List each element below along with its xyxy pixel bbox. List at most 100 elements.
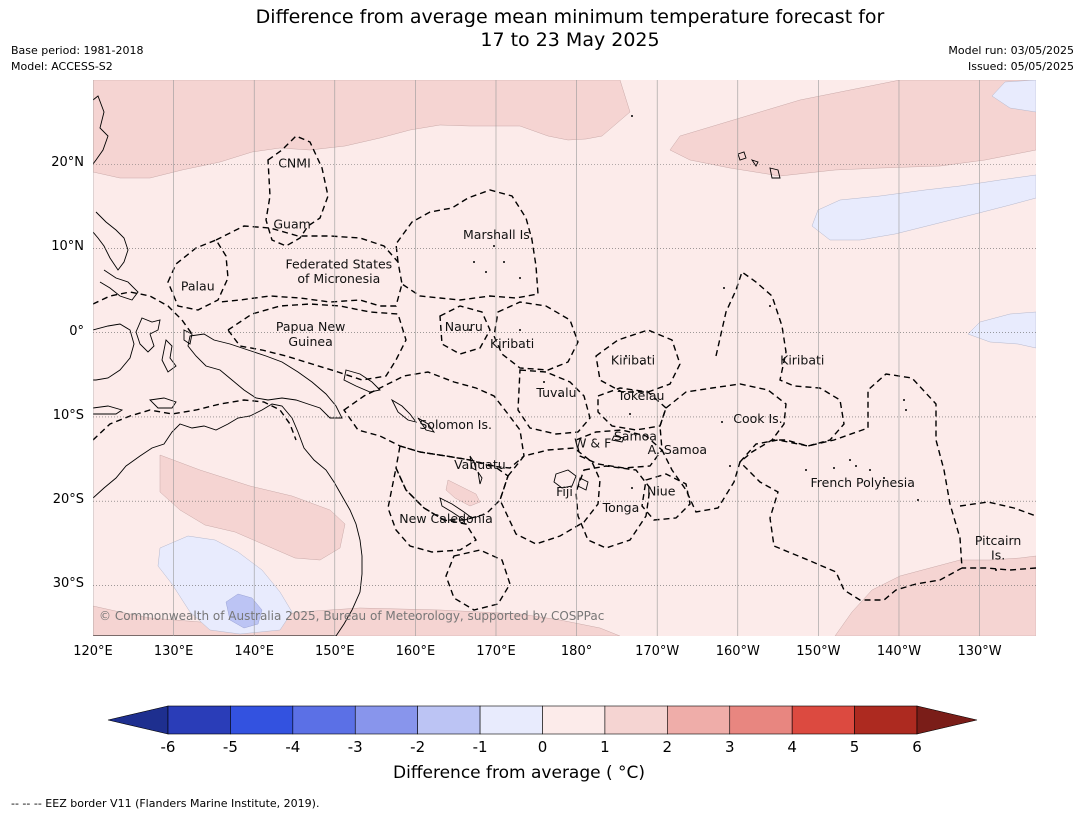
island-dot	[769, 305, 771, 307]
anomaly-0-to-1-background	[93, 80, 1036, 636]
longitude-tick-label: 150°W	[796, 644, 841, 659]
copyright-notice: © Commonwealth of Australia 2025, Bureau…	[99, 609, 605, 623]
anomaly-minus1-to-0-region-equator	[967, 311, 1036, 349]
anomaly-1-to-2-region-northeast	[669, 80, 1036, 177]
issued-date: Issued: 05/05/2025	[967, 60, 1074, 73]
colorbar-low-extension	[107, 705, 169, 735]
island-dot	[721, 421, 723, 423]
eez-border-australia-coast	[93, 399, 297, 441]
map-gridlines	[93, 80, 1036, 636]
island-dot	[883, 477, 885, 479]
colorbar-tick-label: 5	[849, 738, 860, 756]
island-dot	[629, 413, 631, 415]
anomaly-minus2-to-minus1-region	[225, 593, 263, 629]
anomaly-1-to-2-region-australia	[159, 454, 346, 561]
eez-border-french-polynesia	[739, 373, 963, 601]
anomaly-1-to-2-region-southeast	[834, 555, 1036, 636]
coastline-philippines	[93, 211, 139, 301]
coastline-timor	[149, 397, 177, 409]
coastline-fiji	[553, 469, 589, 491]
colorbar-tick-label: 2	[662, 738, 673, 756]
place-label: Federated States	[285, 257, 392, 272]
metadata-right: Model run: 03/05/2025 Issued: 05/05/2025	[948, 43, 1074, 75]
anomaly-minus1-to-0-region-northeast	[811, 174, 1036, 241]
place-label: Cook Is.	[733, 411, 782, 426]
eez-border-new-caledonia	[387, 465, 477, 553]
place-label: Marshall Is.	[463, 227, 534, 242]
eez-border-norfolk	[445, 549, 511, 611]
colorbar-segment	[854, 705, 918, 735]
place-label: Samoa	[614, 429, 657, 444]
eez-border-pitcairn	[959, 501, 1036, 571]
island-dot	[723, 287, 725, 289]
eez-footnote: -- -- -- EEZ border V11 (Flanders Marine…	[11, 797, 320, 810]
map-title: Difference from average mean minimum tem…	[0, 6, 1085, 52]
island-dot	[631, 487, 633, 489]
coastline-australia	[93, 403, 363, 636]
colorbar-segment	[542, 705, 606, 735]
place-label: Kiribati	[780, 353, 824, 368]
place-label: Fiji	[556, 484, 573, 499]
coastline-samoa	[611, 435, 625, 443]
place-label: Solomon Is.	[419, 417, 492, 432]
colorbar-tick-label: -2	[410, 738, 426, 756]
colorbar-segment	[479, 705, 543, 735]
eez-border-fiji	[499, 447, 601, 545]
eez-border-samoa	[575, 429, 663, 469]
place-label: Guam	[273, 216, 310, 231]
island-dot	[641, 363, 643, 365]
eez-border-kiribati-central	[595, 329, 681, 393]
colorbar-tick-label: 0	[537, 738, 548, 756]
coastline-java	[93, 405, 124, 415]
small-islands	[469, 115, 997, 571]
eez-border-tokelau	[597, 387, 667, 431]
eez-border-niue	[641, 473, 691, 521]
coastline-new-caledonia	[439, 497, 474, 521]
island-dot	[995, 569, 997, 571]
longitude-tick-label: 140°E	[234, 644, 274, 659]
coastline-borneo	[93, 323, 135, 381]
latitude-tick-label: 10°S	[52, 407, 84, 423]
latitude-tick-label: 20°S	[52, 492, 84, 508]
island-dot	[905, 409, 907, 411]
place-label: Is.	[991, 547, 1005, 562]
eez-border-nauru	[439, 305, 491, 355]
island-dot	[473, 261, 475, 263]
latitude-tick-label: 20°N	[51, 155, 84, 171]
place-label: CNMI	[278, 156, 311, 171]
island-dot	[869, 469, 871, 471]
eez-border-tonga	[575, 465, 651, 549]
place-label: Palau	[181, 279, 215, 294]
eez-border-tuvalu	[517, 369, 591, 435]
colorbar-tick-label: 4	[787, 738, 797, 756]
island-dot	[729, 465, 731, 467]
colorbar-segment	[604, 705, 668, 735]
model-name: Model: ACCESS-S2	[11, 60, 113, 73]
colorbar	[107, 705, 978, 735]
eez-border-kiribati-west	[493, 301, 579, 371]
longitude-tick-label: 170°E	[476, 644, 516, 659]
colorbar-segment	[667, 705, 731, 735]
colorbar-tick-label: 1	[600, 738, 610, 756]
island-dot	[503, 261, 505, 263]
colorbar-segment	[417, 705, 481, 735]
eez-border-vanuatu	[395, 445, 509, 521]
latitude-tick-label: 10°N	[51, 239, 84, 255]
place-label: Vanuatu	[454, 457, 506, 472]
colorbar-tick-label: -4	[285, 738, 301, 756]
colorbar-tick-label: -3	[347, 738, 363, 756]
eez-border-marshall	[395, 189, 539, 301]
longitude-tick-label: 130°E	[153, 644, 194, 659]
place-label: French Polynesia	[811, 475, 915, 490]
place-label: Kiribati	[611, 353, 655, 368]
title-line-1: Difference from average mean minimum tem…	[255, 6, 885, 28]
island-dot	[519, 277, 521, 279]
colorbar-segment	[729, 705, 793, 735]
place-label: Nauru	[445, 319, 483, 334]
base-period: Base period: 1981-2018	[11, 44, 144, 57]
island-dot	[805, 469, 807, 471]
place-label: Kiribati	[490, 336, 534, 351]
